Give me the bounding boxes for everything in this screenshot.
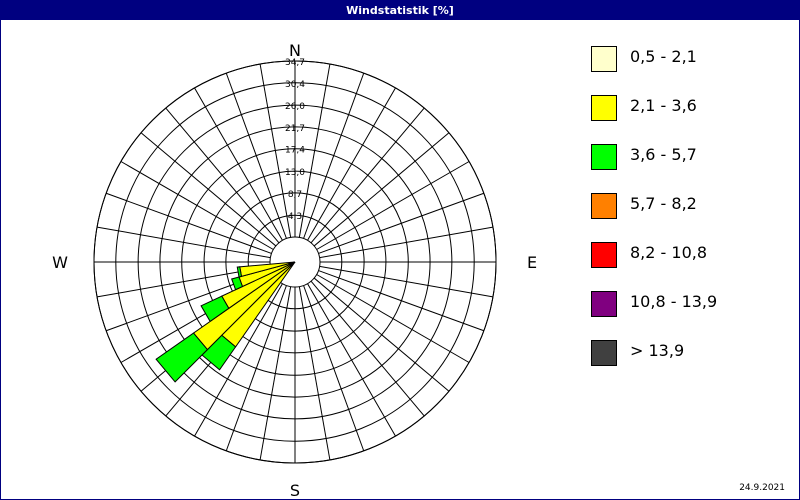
grid-spoke <box>298 63 331 238</box>
grid-spoke <box>307 87 396 241</box>
grid-spoke <box>194 87 283 241</box>
ring-label: 17,4 <box>285 146 305 156</box>
ring-label: 4,3 <box>288 212 302 222</box>
grid-spoke <box>313 277 450 392</box>
grid-spoke <box>316 161 470 250</box>
chart-title: Windstatistik [%] <box>1 1 799 20</box>
compass-s: S <box>290 481 300 499</box>
compass-w: W <box>52 253 68 272</box>
grid-spoke <box>259 286 292 461</box>
grid-spoke <box>298 286 331 461</box>
legend-label: 5,7 - 8,2 <box>630 194 697 213</box>
wind-sector <box>236 266 243 278</box>
grid-spoke <box>310 280 425 417</box>
grid-spoke <box>318 270 485 332</box>
ring-label: 8,7 <box>288 190 302 200</box>
legend-swatch <box>591 95 617 121</box>
legend-label: > 13,9 <box>630 341 685 360</box>
grid-spoke <box>319 265 494 298</box>
ring-label: 21,7 <box>285 124 305 134</box>
legend-swatch <box>591 144 617 170</box>
grid-spoke <box>194 283 283 437</box>
legend-swatch <box>591 193 617 219</box>
legend-swatch <box>591 242 617 268</box>
legend-label: 0,5 - 2,1 <box>630 47 697 66</box>
legend-swatch <box>591 340 617 366</box>
grid-spoke <box>303 285 365 452</box>
ring-label: 34,7 <box>285 58 305 68</box>
wind-sector <box>231 276 244 291</box>
wind-sector <box>155 332 209 383</box>
grid-spoke <box>316 274 470 363</box>
grid-spoke <box>303 72 365 239</box>
grid-spoke <box>165 107 280 244</box>
grid-spoke <box>225 285 287 452</box>
legend-label: 3,6 - 5,7 <box>630 145 697 164</box>
legend-label: 8,2 - 10,8 <box>630 243 708 262</box>
ring-label: 30,4 <box>285 80 305 90</box>
grid-spoke <box>120 161 274 250</box>
compass-n: N <box>289 41 301 60</box>
wind-sector <box>200 295 230 323</box>
ring-label: 13,0 <box>285 168 305 178</box>
compass-e: E <box>527 253 537 272</box>
grid-spoke <box>310 107 425 244</box>
ring-label: 26,0 <box>285 102 305 112</box>
legend-label: 2,1 - 3,6 <box>630 96 697 115</box>
date-label: 24.9.2021 <box>739 483 785 493</box>
legend-swatch <box>591 291 617 317</box>
grid-spoke <box>313 132 450 247</box>
legend-label: 10,8 - 13,9 <box>630 292 718 311</box>
wind-rose-chart: 4,3 8,7 13,0 17,4 21,7 26,0 30,4 34,7N E S W <box>52 41 537 499</box>
grid-spoke <box>96 226 271 259</box>
grid-spoke <box>319 226 494 259</box>
grid-spoke <box>259 63 292 238</box>
legend-swatch <box>591 46 617 72</box>
grid-spoke <box>140 132 277 247</box>
grid-spoke <box>318 192 485 254</box>
grid-spoke <box>307 283 396 437</box>
grid-spoke <box>105 192 272 254</box>
grid-spoke <box>225 72 287 239</box>
